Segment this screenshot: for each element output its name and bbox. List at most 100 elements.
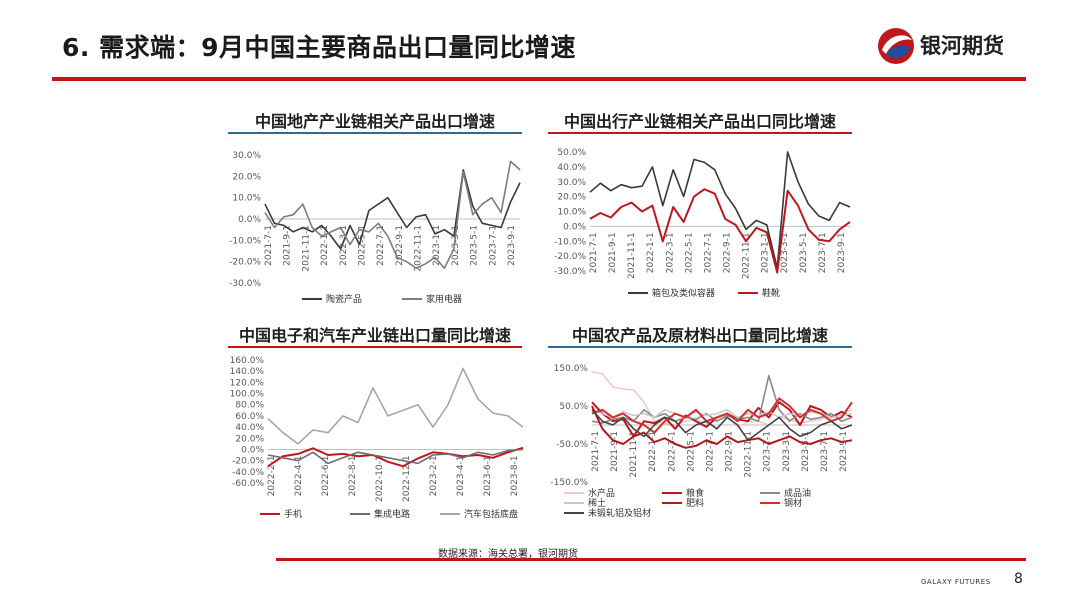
bottom-rule [276,558,1026,561]
series-line-家用电器 [264,160,521,269]
chart-agri: 150.0% 50.0% -50.0% -150.0% 2021-7-1 2021-9-1… [540,318,860,528]
page-title: 6. 需求端：9月中国主要商品出口量同比增速 [62,33,576,62]
series-line-肥料 [591,405,853,449]
y-tick-label: -60.0% [232,479,264,489]
x-tick-label: 2021-7-1 [589,232,599,273]
chart-agri-svg: 150.0% 50.0% -50.0% -150.0%2021-7-1 2021-9-1… [548,346,853,519]
chart-travel-svg: 50.0% 40.0% 30.0% 20.0% 10.0% 0.0% -10.0% -20.0… [548,132,852,299]
legend-label: 肥料 [686,497,704,509]
legend-label: 未锻轧铝及铝材 [588,507,651,519]
y-tick-label: 140.0% [230,367,265,377]
y-tick-label: 50.0% [557,148,586,158]
x-tick-label: 2022-1-1 [646,232,656,273]
y-tick-label: -10.0% [554,237,586,247]
x-tick-label: 2022-7-1 [703,232,713,273]
y-tick-label: -150.0% [550,478,588,488]
x-tick-label: 2021-7-1 [264,225,274,266]
series-line-汽车包括底盘 [267,367,524,445]
y-tick-label: -30.0% [554,267,586,277]
x-tick-label: 2023-3-1 [780,232,790,273]
y-tick-label: 30.0% [232,151,261,161]
y-tick-label: 20.0% [235,434,264,444]
chart-title: 中国出行产业链相关产品出口同比增速 [563,112,836,131]
chart-title: 中国农产品及原材料出口量同比增速 [571,326,828,345]
chart-realestate: 30.0% 20.0% 10.0% 0.0% -10.0% -20.0% -30.0% 202… [220,100,530,315]
y-tick-label: -20.0% [232,457,264,467]
y-tick-label: 80.0% [235,401,264,411]
x-tick-label: 2022-8-1 [348,455,358,496]
x-tick-label: 2022-7-1 [705,431,715,472]
x-tick-label: 2022-3-1 [665,232,675,273]
series-line-未锻轧铝及铝材 [591,409,853,441]
x-tick-label: 2023-1-1 [432,225,442,266]
y-tick-label: -50.0% [556,440,588,450]
chart-electronics: 160.0% 140.0% 120.0% 100.0% 80.0% 60.0% 40.0% 2… [220,318,530,528]
chart-travel: 50.0% 40.0% 30.0% 20.0% 10.0% 0.0% -10.0% -20.0… [540,100,860,315]
galaxy-logo-icon [878,28,914,64]
footer-brand: GALAXY FUTURES [921,578,991,586]
y-tick-label: -30.0% [229,279,261,289]
legend-label: 汽车包括底盘 [464,508,518,520]
legend-label: 家用电器 [426,293,462,305]
x-tick-label: 2022-9-1 [395,225,405,266]
y-tick-label: 20.0% [232,172,261,182]
legend-label: 成品油 [784,487,811,499]
y-tick-label: 40.0% [235,423,264,433]
series-line-箱包及类似容器 [589,151,851,269]
legend-label: 鞋靴 [762,287,780,299]
x-tick-label: 2023-6-1 [483,455,493,496]
chart-title: 中国地产产业链相关产品出口增速 [254,112,495,131]
x-tick-label: 2021-11-1 [627,232,637,279]
series-line-手机 [267,446,524,468]
y-tick-label: 50.0% [559,402,588,412]
series-line-稀土 [591,409,853,419]
series-line-陶瓷产品 [264,169,521,250]
x-tick-label: 2022-2-1 [267,455,277,496]
legend-label: 钢材 [784,497,802,509]
x-tick-label: 2022-1-1 [320,225,330,266]
x-tick-label: 2022-11-1 [414,225,424,272]
series-line-钢材 [591,397,853,434]
legend-label: 手机 [284,508,302,520]
x-tick-label: 2021-9-1 [608,232,618,273]
x-tick-label: 2022-10-1 [375,455,385,502]
x-tick-label: 2023-5-1 [470,225,480,266]
y-tick-label: 60.0% [235,412,264,422]
y-tick-label: 10.0% [557,208,586,218]
x-tick-label: 2023-3-1 [451,225,461,266]
source-note: 数据来源：海关总署，银河期货 [438,549,578,560]
y-tick-label: 20.0% [557,193,586,203]
x-tick-label: 2023-7-1 [818,232,828,273]
y-tick-label: 0.0% [241,445,264,455]
y-tick-label: 0.0% [238,215,261,225]
x-tick-label: 2023-7-1 [488,225,498,266]
x-tick-label: 2023-3-1 [782,431,792,472]
logo-text: 银河期货 [920,34,1004,58]
x-tick-label: 2021-9-1 [283,225,293,266]
y-tick-label: -40.0% [232,468,264,478]
x-tick-label: 2022-5-1 [357,225,367,266]
y-tick-label: 0.0% [563,222,586,232]
x-tick-label: 2022-5-1 [686,431,696,472]
chart-electronics-svg: 160.0%140.0%120.0%100.0%80.0%60.0%40.0%2… [228,346,524,520]
x-tick-label: 2023-5-1 [799,232,809,273]
x-tick-label: 2022-9-1 [723,232,733,273]
x-tick-label: 2022-3-1 [667,431,677,472]
x-tick-label: 2022-1-1 [648,431,658,472]
x-tick-label: 2022-11-1 [742,232,752,279]
x-tick-label: 2022-6-1 [321,455,331,496]
legend-label: 粮食 [686,487,704,499]
series-line-集成电路 [267,448,524,465]
x-tick-label: 2021-11-1 [301,225,311,272]
legend-label: 稀土 [588,497,606,509]
logo: 银河期货 [876,26,1036,66]
page-number: 8 [1014,571,1023,587]
x-tick-label: 2022-5-1 [684,232,694,273]
x-tick-label: 2023-4-1 [456,455,466,496]
y-tick-label: 40.0% [557,163,586,173]
y-tick-label: -10.0% [229,236,261,246]
y-tick-label: 30.0% [557,178,586,188]
y-tick-label: -20.0% [554,252,586,262]
x-tick-label: 2022-7-1 [376,225,386,266]
legend-label: 箱包及类似容器 [652,287,715,299]
